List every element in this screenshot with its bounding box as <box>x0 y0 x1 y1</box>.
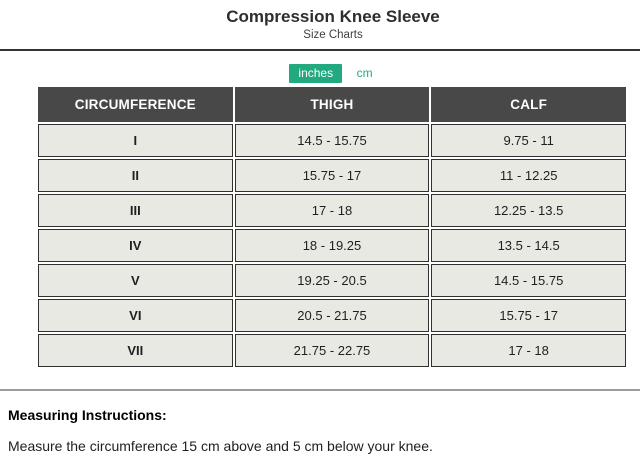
page-header: Compression Knee Sleeve Size Charts <box>38 0 628 42</box>
column-header-circumference: CIRCUMFERENCE <box>38 87 233 122</box>
thigh-range: 18 - 19.25 <box>234 229 430 262</box>
size-label: V <box>38 264 233 297</box>
thigh-range: 17 - 18 <box>234 194 430 227</box>
thigh-range: 14.5 - 15.75 <box>234 124 430 157</box>
thigh-range: 15.75 - 17 <box>234 159 430 192</box>
calf-range: 14.5 - 15.75 <box>431 264 626 297</box>
unit-toggle: inches cm <box>38 64 628 83</box>
table-header-row: CIRCUMFERENCE THIGH CALF <box>38 87 626 122</box>
table-row: II 15.75 - 17 11 - 12.25 <box>38 159 626 192</box>
size-label: II <box>38 159 233 192</box>
page-title: Compression Knee Sleeve <box>226 7 440 26</box>
size-label: III <box>38 194 233 227</box>
calf-range: 17 - 18 <box>431 334 626 367</box>
size-label: VII <box>38 334 233 367</box>
unit-inches-button[interactable]: inches <box>289 64 343 83</box>
size-label: IV <box>38 229 233 262</box>
section-divider <box>0 389 640 391</box>
unit-cm-button[interactable]: cm <box>353 64 377 83</box>
instructions-heading: Measuring Instructions: <box>8 407 167 423</box>
thigh-range: 21.75 - 22.75 <box>234 334 430 367</box>
size-chart-table: CIRCUMFERENCE THIGH CALF I 14.5 - 15.75 … <box>36 85 628 369</box>
calf-range: 15.75 - 17 <box>431 299 626 332</box>
calf-range: 11 - 12.25 <box>431 159 626 192</box>
table-row: IV 18 - 19.25 13.5 - 14.5 <box>38 229 626 262</box>
page-subtitle: Size Charts <box>303 29 363 41</box>
header-divider <box>0 49 640 51</box>
thigh-range: 19.25 - 20.5 <box>234 264 430 297</box>
calf-range: 9.75 - 11 <box>431 124 626 157</box>
column-header-calf: CALF <box>431 87 626 122</box>
size-label: VI <box>38 299 233 332</box>
table-row: III 17 - 18 12.25 - 13.5 <box>38 194 626 227</box>
size-label: I <box>38 124 233 157</box>
table-row: VI 20.5 - 21.75 15.75 - 17 <box>38 299 626 332</box>
table-row: V 19.25 - 20.5 14.5 - 15.75 <box>38 264 626 297</box>
instructions-body: Measure the circumference 15 cm above an… <box>8 438 433 454</box>
table-row: I 14.5 - 15.75 9.75 - 11 <box>38 124 626 157</box>
column-header-thigh: THIGH <box>234 87 430 122</box>
thigh-range: 20.5 - 21.75 <box>234 299 430 332</box>
calf-range: 12.25 - 13.5 <box>431 194 626 227</box>
table-row: VII 21.75 - 22.75 17 - 18 <box>38 334 626 367</box>
measuring-instructions-section: Measuring Instructions: Measure the circ… <box>0 407 640 454</box>
calf-range: 13.5 - 14.5 <box>431 229 626 262</box>
